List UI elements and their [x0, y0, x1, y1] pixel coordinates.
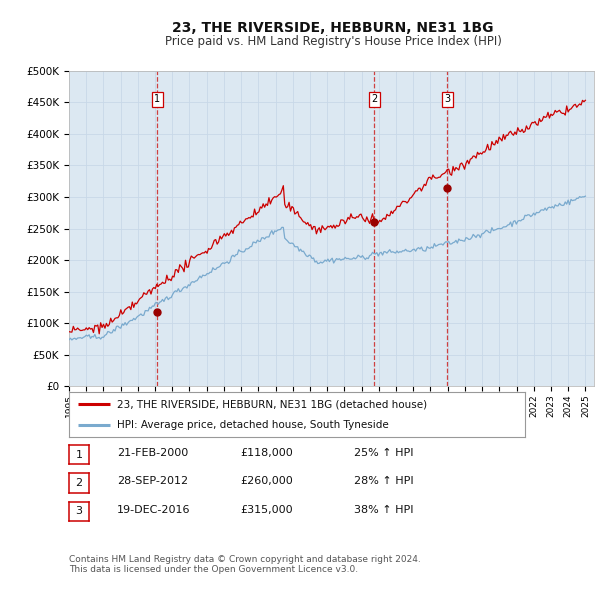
Text: 23, THE RIVERSIDE, HEBBURN, NE31 1BG (detached house): 23, THE RIVERSIDE, HEBBURN, NE31 1BG (de… [117, 399, 427, 409]
Text: 1: 1 [154, 94, 160, 104]
Text: 19-DEC-2016: 19-DEC-2016 [117, 505, 191, 514]
Text: 38% ↑ HPI: 38% ↑ HPI [354, 505, 413, 514]
Text: 2: 2 [76, 478, 82, 488]
Text: 21-FEB-2000: 21-FEB-2000 [117, 448, 188, 458]
Text: HPI: Average price, detached house, South Tyneside: HPI: Average price, detached house, Sout… [117, 419, 389, 430]
Text: 28% ↑ HPI: 28% ↑ HPI [354, 477, 413, 486]
Text: 3: 3 [444, 94, 450, 104]
Text: 25% ↑ HPI: 25% ↑ HPI [354, 448, 413, 458]
Text: £118,000: £118,000 [240, 448, 293, 458]
Text: 2: 2 [371, 94, 377, 104]
Text: 1: 1 [76, 450, 82, 460]
Text: 28-SEP-2012: 28-SEP-2012 [117, 477, 188, 486]
Text: 3: 3 [76, 506, 82, 516]
Text: £315,000: £315,000 [240, 505, 293, 514]
Text: Contains HM Land Registry data © Crown copyright and database right 2024.
This d: Contains HM Land Registry data © Crown c… [69, 555, 421, 574]
Text: 23, THE RIVERSIDE, HEBBURN, NE31 1BG: 23, THE RIVERSIDE, HEBBURN, NE31 1BG [172, 21, 494, 35]
Text: Price paid vs. HM Land Registry's House Price Index (HPI): Price paid vs. HM Land Registry's House … [164, 35, 502, 48]
Text: £260,000: £260,000 [240, 477, 293, 486]
